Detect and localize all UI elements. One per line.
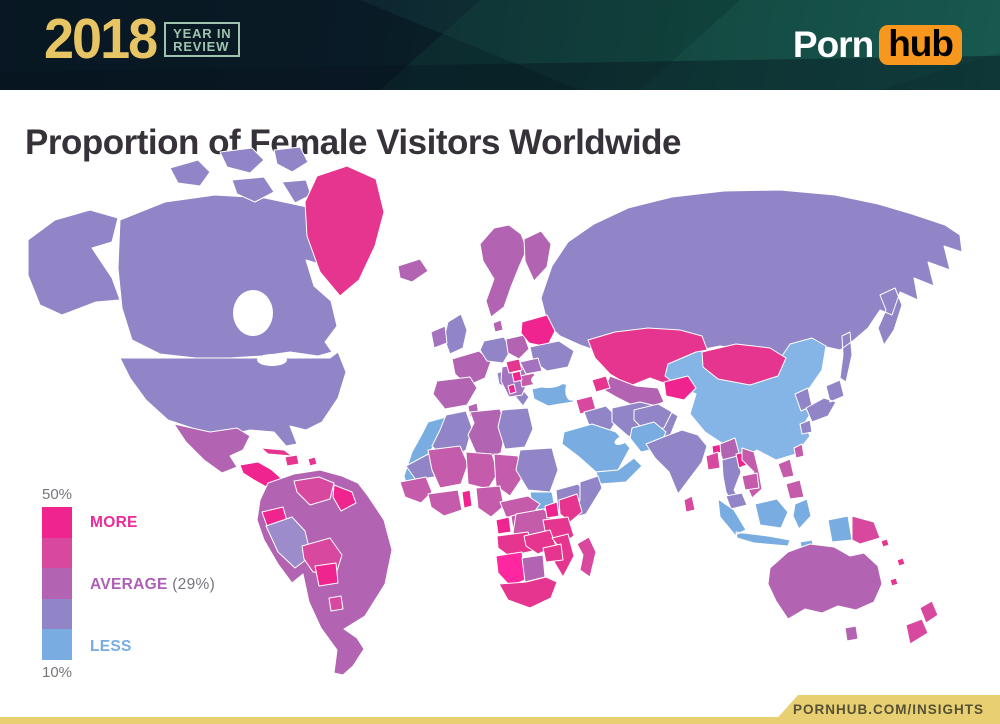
year-in-review-box: YEAR IN REVIEW (164, 21, 241, 57)
year-in-review-logo: 2018 YEAR IN REVIEW (44, 7, 241, 71)
brand-text-hub: hub (879, 25, 962, 65)
region-australia (767, 543, 883, 620)
region-uganda (544, 501, 560, 519)
region-finland (523, 230, 552, 282)
legend-min-tick: 10% (42, 664, 73, 681)
region-venezuela (293, 476, 335, 506)
region-chad (493, 453, 523, 497)
legend-max-tick: 50% (42, 486, 73, 503)
year-text: 2018 (44, 7, 158, 71)
legend-label-less: LESS (90, 638, 132, 655)
legend-swatch-3 (42, 598, 72, 630)
legend-swatch-1 (42, 537, 72, 569)
region-afghanistan (633, 403, 673, 431)
region-paraguay (314, 562, 339, 587)
legend-average-value: (29%) (172, 576, 216, 593)
legend-label-more: MORE (90, 514, 138, 531)
footer-gold-strip (0, 717, 1000, 724)
region-zimbabwe (542, 543, 564, 563)
region-philippines (777, 458, 805, 500)
region-saudi-arabia (561, 423, 631, 473)
header-banner: 2018 YEAR IN REVIEW Porn hub (0, 0, 1000, 90)
region-sri-lanka (683, 495, 696, 513)
region-south-africa (498, 576, 558, 609)
region-albania (507, 383, 517, 395)
review-line-2: REVIEW (173, 38, 230, 54)
legend-label-average: AVERAGE (29%) (90, 576, 215, 594)
legend-average-word: AVERAGE (90, 576, 168, 593)
region-kyrgyzstan-tajikistan (663, 375, 697, 401)
region-iberia (432, 376, 478, 410)
region-mongolia (701, 343, 787, 386)
region-uruguay (328, 595, 344, 612)
region-new-zealand (905, 600, 939, 645)
region-mexico (173, 423, 251, 474)
region-uk (443, 313, 468, 355)
region-egypt (497, 407, 534, 450)
region-ireland (430, 325, 448, 349)
region-gabon (495, 516, 512, 535)
region-germany (479, 336, 512, 364)
region-denmark (492, 319, 504, 333)
legend-swatch-0 (42, 507, 72, 538)
region-usa (119, 351, 347, 447)
region-papua-new-guinea (851, 515, 881, 545)
great-lakes (257, 354, 287, 366)
region-taiwan (793, 443, 805, 459)
region-sudan (515, 447, 559, 493)
insights-link-banner: PORNHUB.COM/INSIGHTS (772, 695, 1000, 724)
map-legend: 50% MORE AVERAGE (29%) LESS 10% (40, 486, 270, 686)
region-japan (799, 379, 845, 435)
persian-gulf (614, 435, 630, 445)
black-sea (531, 372, 565, 388)
legend-swatch-2 (42, 568, 72, 599)
region-caribbean (260, 447, 318, 467)
region-poland (505, 334, 530, 360)
page-title: Proportion of Female Visitors Worldwide (25, 123, 681, 163)
region-niger (465, 451, 499, 490)
legend-swatch-4 (42, 629, 72, 660)
region-caucasus (591, 375, 611, 393)
region-indonesia (717, 498, 853, 551)
region-nigeria (475, 485, 505, 518)
region-india (645, 429, 708, 495)
region-bangladesh (705, 451, 721, 471)
region-ivory-ghana (427, 489, 463, 517)
brand-text-porn: Porn (792, 24, 874, 65)
region-hungary (505, 358, 523, 374)
region-kenya (558, 493, 583, 523)
region-greenland (304, 165, 385, 297)
region-benin (461, 489, 473, 509)
region-malaysia (725, 492, 748, 510)
hudson-bay (233, 290, 273, 336)
world-map (27, 146, 963, 676)
region-mali (427, 445, 469, 489)
region-namibia (495, 551, 526, 587)
region-senegal-guinea (399, 476, 433, 504)
region-tasmania (844, 625, 859, 642)
pornhub-logo: Porn hub (793, 24, 962, 66)
caspian-sea (565, 371, 583, 401)
legend-bar (42, 507, 72, 660)
insights-link: PORNHUB.COM/INSIGHTS (792, 702, 984, 717)
region-romania (519, 357, 543, 375)
region-iceland (397, 258, 429, 283)
region-norway-sweden (479, 224, 528, 318)
region-pacific-islands (880, 538, 906, 587)
region-guyanas (332, 484, 357, 512)
region-arctic-islands (169, 146, 312, 204)
region-alaska (27, 209, 121, 316)
region-cambodia (741, 472, 760, 491)
region-serbia (511, 370, 523, 383)
review-line-1: YEAR IN (173, 25, 232, 41)
region-france (451, 350, 492, 387)
region-madagascar (576, 536, 597, 578)
